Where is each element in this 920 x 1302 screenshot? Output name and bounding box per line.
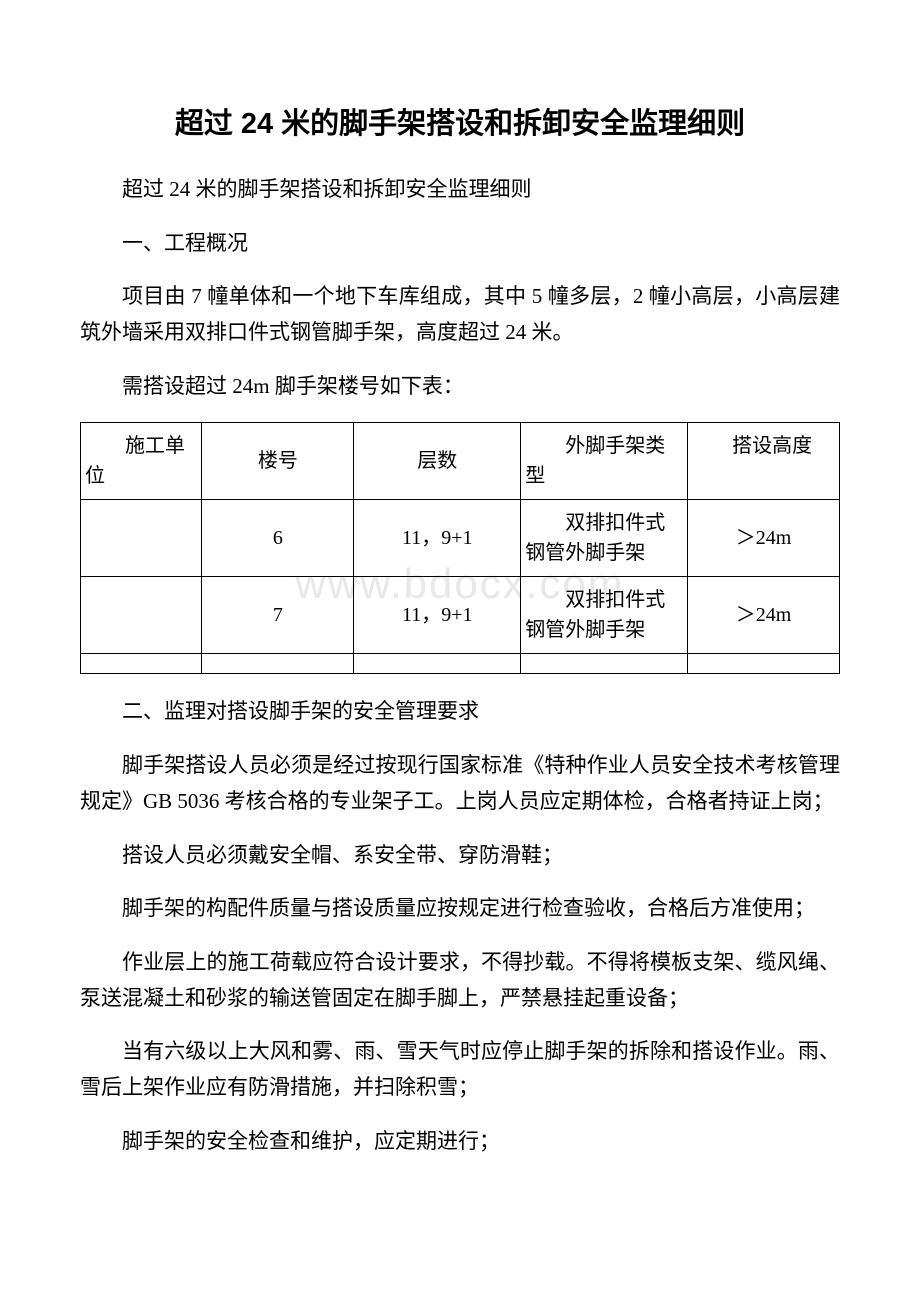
paragraph-3: 脚手架搭设人员必须是经过按现行国家标准《特种作业人员安全技术考核管理规定》GB … bbox=[80, 748, 840, 819]
table-cell bbox=[688, 654, 840, 674]
table-row: 7 11，9+1 双排扣件式钢管外脚手架 ＞24m bbox=[81, 577, 840, 654]
table-cell: 11，9+1 bbox=[354, 500, 521, 577]
table-header-1: 施工单位 bbox=[81, 423, 202, 500]
table-header-3: 层数 bbox=[354, 423, 521, 500]
table-cell: 7 bbox=[202, 577, 354, 654]
paragraph-7: 当有六级以上大风和雾、雨、雪天气时应停止脚手架的拆除和搭设作业。雨、雪后上架作业… bbox=[80, 1034, 840, 1105]
table-cell bbox=[81, 577, 202, 654]
table-cell bbox=[202, 654, 354, 674]
paragraph-2: 需搭设超过 24m 脚手架楼号如下表： bbox=[80, 369, 840, 405]
table-header-2: 楼号 bbox=[202, 423, 354, 500]
table-empty-row bbox=[81, 654, 840, 674]
document-subtitle: 超过 24 米的脚手架搭设和拆卸安全监理细则 bbox=[80, 172, 840, 208]
table-cell bbox=[521, 654, 688, 674]
table-header-5: 搭设高度 bbox=[688, 423, 840, 500]
table-cell bbox=[354, 654, 521, 674]
table-cell: 双排扣件式钢管外脚手架 bbox=[521, 577, 688, 654]
table-header-row: 施工单位 楼号 层数 外脚手架类型 搭设高度 bbox=[81, 423, 840, 500]
section-1-heading: 一、工程概况 bbox=[80, 226, 840, 262]
paragraph-5: 脚手架的构配件质量与搭设质量应按规定进行检查验收，合格后方准使用； bbox=[80, 891, 840, 927]
table-cell: 双排扣件式钢管外脚手架 bbox=[521, 500, 688, 577]
paragraph-1: 项目由 7 幢单体和一个地下车库组成，其中 5 幢多层，2 幢小高层，小高层建筑… bbox=[80, 279, 840, 350]
table-header-4: 外脚手架类型 bbox=[521, 423, 688, 500]
table-cell bbox=[81, 500, 202, 577]
table-cell: ＞24m bbox=[688, 577, 840, 654]
table-row: 6 11，9+1 双排扣件式钢管外脚手架 ＞24m bbox=[81, 500, 840, 577]
table-cell: 11，9+1 bbox=[354, 577, 521, 654]
table-cell bbox=[81, 654, 202, 674]
table-cell: 6 bbox=[202, 500, 354, 577]
paragraph-8: 脚手架的安全检查和维护，应定期进行； bbox=[80, 1124, 840, 1160]
paragraph-4: 搭设人员必须戴安全帽、系安全带、穿防滑鞋； bbox=[80, 838, 840, 874]
paragraph-6: 作业层上的施工荷载应符合设计要求，不得抄载。不得将模板支架、缆风绳、泵送混凝土和… bbox=[80, 945, 840, 1016]
scaffold-table: 施工单位 楼号 层数 外脚手架类型 搭设高度 6 11，9+1 双排扣件式钢管外… bbox=[80, 422, 840, 674]
table-cell: ＞24m bbox=[688, 500, 840, 577]
document-title: 超过 24 米的脚手架搭设和拆卸安全监理细则 bbox=[80, 100, 840, 142]
section-2-heading: 二、监理对搭设脚手架的安全管理要求 bbox=[80, 694, 840, 730]
